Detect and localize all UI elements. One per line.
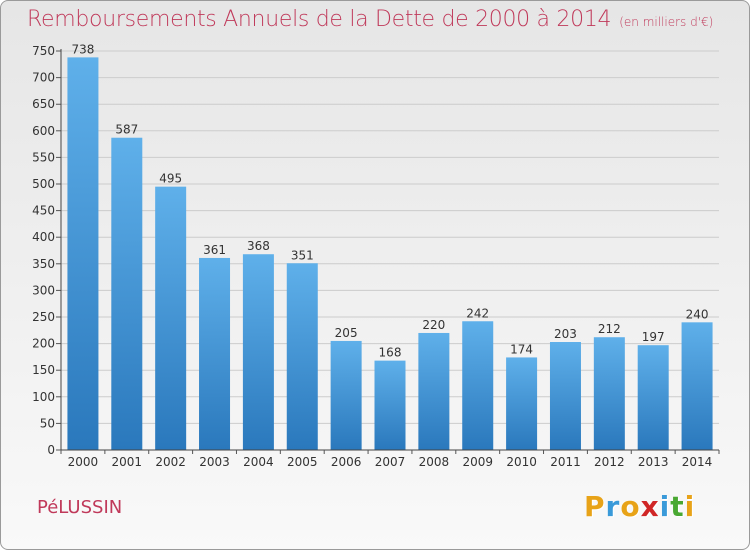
bar [330,340,362,450]
y-tick-labels: 0 50 100 150 200 250 300 350 400 450 500 550 600 650 7… [32,44,55,457]
bar [67,57,99,450]
data-label: 587 [115,123,138,137]
data-label: 205 [335,326,358,340]
x-tick-label: 2000 [68,455,99,469]
x-tick-label: 2002 [155,455,186,469]
y-tick-label: 400 [32,230,55,244]
y-tick-label: 300 [32,283,55,297]
y-tick-label: 200 [32,337,55,351]
y-tick-label: 550 [32,150,55,164]
data-label: 368 [247,239,270,253]
x-tick-label: 2011 [550,455,581,469]
y-tick-label: 450 [32,204,55,218]
data-label: 220 [422,318,445,332]
x-tick-label: 2013 [638,455,669,469]
bar [681,322,713,450]
data-label: 212 [598,322,621,336]
y-tick-label: 750 [32,44,55,58]
logo-letter: x [640,490,660,523]
bar [242,254,274,450]
y-tick-label: 500 [32,177,55,191]
x-tick-label: 2006 [331,455,362,469]
x-tick-label: 2004 [243,455,274,469]
bar [549,342,581,450]
data-label: 361 [203,243,226,257]
bar [374,360,406,450]
data-label: 738 [71,42,94,56]
bar [637,345,669,450]
y-tick-label: 600 [32,124,55,138]
bars [67,57,713,450]
data-label: 242 [466,306,489,320]
y-tick-label: 150 [32,363,55,377]
logo-letter: r [605,490,621,523]
proxiti-logo: Proxiti [584,490,695,523]
x-tick-label: 2001 [112,455,143,469]
bar [199,257,231,450]
chart-title: Remboursements Annuels de la Dette de 20… [27,7,713,32]
logo-letter: t [670,490,685,523]
data-label: 240 [686,307,709,321]
y-tick-label: 250 [32,310,55,324]
bar [418,332,450,450]
bar [506,357,538,450]
data-label: 168 [379,346,402,360]
x-tick-label: 2003 [199,455,230,469]
data-label: 351 [291,248,314,262]
data-label: 197 [642,330,665,344]
logo-letter: P [584,490,606,523]
logo-letter: i [659,490,671,523]
chart-subtitle: (en milliers d'€) [619,15,714,29]
y-tick-label: 700 [32,71,55,85]
bar [111,137,143,450]
bar [593,337,625,450]
x-tick-label: 2014 [682,455,713,469]
y-tick-label: 350 [32,257,55,271]
y-tick-label: 650 [32,97,55,111]
data-label: 203 [554,327,577,341]
bar [155,186,187,450]
bar [462,321,494,450]
axes [60,49,719,451]
commune-name: PéLUSSIN [37,497,123,518]
y-tick-label: 0 [47,443,55,457]
y-tick-label: 100 [32,390,55,404]
bar [286,263,318,450]
y-tick-label: 50 [40,416,55,430]
x-tick-label: 2005 [287,455,318,469]
x-tick-label: 2010 [506,455,537,469]
x-tick-label: 2007 [375,455,406,469]
data-labels: 738 587 495 361 368 351 205 168 220 242 174 203 212 1… [71,42,708,359]
chart-title-text: Remboursements Annuels de la Dette de 20… [27,7,612,32]
logo-letter: i [684,490,696,523]
x-tick-labels: 2000 2001 2002 2003 2004 2005 2006 2007 2008 2009… [60,450,720,469]
x-tick-label: 2012 [594,455,625,469]
x-tick-label: 2008 [419,455,450,469]
data-label: 174 [510,342,533,356]
logo-letter: o [620,490,641,523]
data-label: 495 [159,172,182,186]
x-tick-label: 2009 [462,455,493,469]
